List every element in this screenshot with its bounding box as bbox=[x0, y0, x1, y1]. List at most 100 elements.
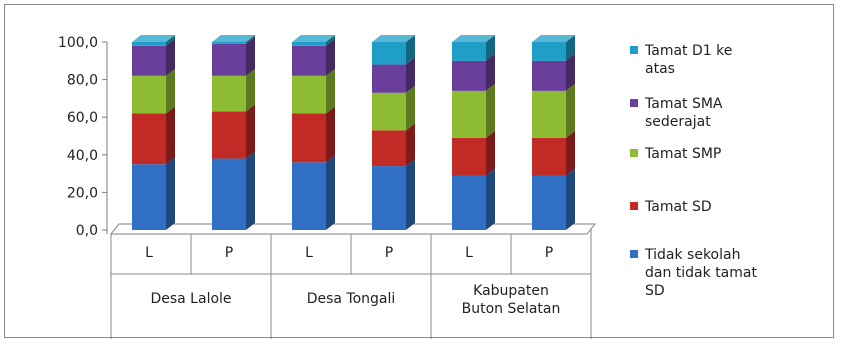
bar-segment bbox=[212, 35, 255, 44]
legend-item: Tamat SD bbox=[630, 199, 712, 215]
legend-label: SD bbox=[645, 283, 665, 299]
bar-segment bbox=[292, 35, 335, 46]
bar-front bbox=[292, 162, 326, 230]
bar-front bbox=[532, 42, 566, 61]
group-label: Desa Tongali bbox=[307, 291, 396, 307]
y-tick-label: 80,0 bbox=[67, 73, 98, 89]
bar-front bbox=[292, 42, 326, 46]
bar-top bbox=[292, 35, 335, 42]
bar-side bbox=[326, 155, 335, 230]
bar-side bbox=[566, 83, 575, 138]
x-tick-label: P bbox=[225, 245, 233, 261]
bar-segment bbox=[372, 123, 415, 167]
bar-side bbox=[566, 130, 575, 176]
bar-segment bbox=[132, 35, 175, 46]
bar-top bbox=[212, 35, 255, 42]
x-tick-label: L bbox=[145, 245, 153, 261]
bar-top bbox=[452, 35, 495, 42]
bar-segment bbox=[132, 157, 175, 230]
bar-top bbox=[372, 35, 415, 42]
bar-segment bbox=[532, 130, 575, 176]
bars bbox=[132, 35, 575, 230]
legend-swatch bbox=[630, 46, 638, 54]
legend-swatch bbox=[630, 202, 638, 210]
bar-side bbox=[486, 83, 495, 138]
bar-front bbox=[132, 113, 166, 165]
bar-segment bbox=[532, 168, 575, 230]
bar-top bbox=[132, 35, 175, 42]
bar-front bbox=[132, 75, 166, 114]
legend-label: Tidak sekolah bbox=[644, 247, 740, 263]
legend-label: Tamat SMA bbox=[644, 96, 723, 112]
bar-side bbox=[406, 85, 415, 131]
bar-segment bbox=[532, 83, 575, 138]
bar-segment bbox=[292, 106, 335, 163]
bar-front bbox=[532, 175, 566, 230]
legend-swatch bbox=[630, 149, 638, 157]
bar-segment bbox=[212, 151, 255, 230]
bar-side bbox=[246, 104, 255, 159]
bar-side bbox=[566, 35, 575, 61]
bar-front bbox=[372, 64, 406, 93]
bar-segment bbox=[372, 159, 415, 230]
bar-segment bbox=[452, 130, 495, 176]
stacked-bar-chart: 0,0 20,0 40,0 60,0 80,0 100,0 L P L P L P Desa Lalo… bbox=[58, 35, 757, 339]
x-tick-label: P bbox=[545, 245, 553, 261]
bar-front bbox=[452, 42, 486, 61]
bar-front bbox=[372, 166, 406, 230]
legend-label: Tamat D1 ke bbox=[644, 43, 732, 59]
bar-front bbox=[212, 42, 246, 44]
legend-item: Tamat SMA sederajat bbox=[630, 96, 723, 130]
bar-segment bbox=[212, 36, 255, 76]
bar-front bbox=[292, 113, 326, 163]
y-tick-label: 0,0 bbox=[76, 223, 98, 239]
bar-segment bbox=[212, 104, 255, 159]
bar-segment bbox=[452, 168, 495, 230]
bar-segment bbox=[132, 106, 175, 165]
bar-side bbox=[246, 151, 255, 230]
y-axis: 0,0 20,0 40,0 60,0 80,0 100,0 bbox=[58, 35, 108, 239]
bar-front bbox=[292, 45, 326, 76]
bar-front bbox=[372, 130, 406, 167]
legend-label: atas bbox=[645, 61, 675, 77]
bar-front bbox=[212, 43, 246, 76]
bar-side bbox=[566, 168, 575, 230]
y-tick-label: 40,0 bbox=[67, 148, 98, 164]
x-tick-label: L bbox=[305, 245, 313, 261]
y-tick-label: 60,0 bbox=[67, 110, 98, 126]
bar-segment bbox=[532, 35, 575, 61]
bar-side bbox=[326, 106, 335, 163]
legend-label: sederajat bbox=[645, 114, 711, 130]
bar-front bbox=[452, 175, 486, 230]
bar-side bbox=[166, 38, 175, 76]
bar-segment bbox=[132, 38, 175, 76]
group-label: Kabupaten bbox=[473, 283, 549, 299]
group-label: Desa Lalole bbox=[150, 291, 231, 307]
bar-side bbox=[406, 159, 415, 230]
legend-swatch bbox=[630, 250, 638, 258]
legend-label: Tamat SMP bbox=[644, 146, 721, 162]
bar-front bbox=[292, 75, 326, 114]
group-label: Buton Selatan bbox=[462, 301, 561, 317]
legend-swatch bbox=[630, 99, 638, 107]
bar-front bbox=[452, 90, 486, 138]
legend-label: Tamat SD bbox=[644, 199, 712, 215]
bar-segment bbox=[292, 38, 335, 76]
legend-item: Tidak sekolah dan tidak tamat SD bbox=[630, 247, 757, 299]
bar-front bbox=[132, 164, 166, 230]
bar-front bbox=[532, 90, 566, 138]
bar-front bbox=[132, 45, 166, 76]
bar-segment bbox=[292, 155, 335, 230]
y-tick-label: 100,0 bbox=[58, 35, 98, 51]
bar-side bbox=[166, 68, 175, 114]
bar-front bbox=[452, 137, 486, 176]
bar-side bbox=[246, 36, 255, 76]
bar-side bbox=[486, 130, 495, 176]
y-tick-label: 20,0 bbox=[67, 185, 98, 201]
bar-front bbox=[532, 60, 566, 91]
bar-segment bbox=[372, 35, 415, 65]
chart-floor bbox=[109, 223, 597, 235]
bar-side bbox=[246, 68, 255, 112]
chart-frame: 0,0 20,0 40,0 60,0 80,0 100,0 L P L P L P Desa Lalo… bbox=[4, 4, 834, 339]
